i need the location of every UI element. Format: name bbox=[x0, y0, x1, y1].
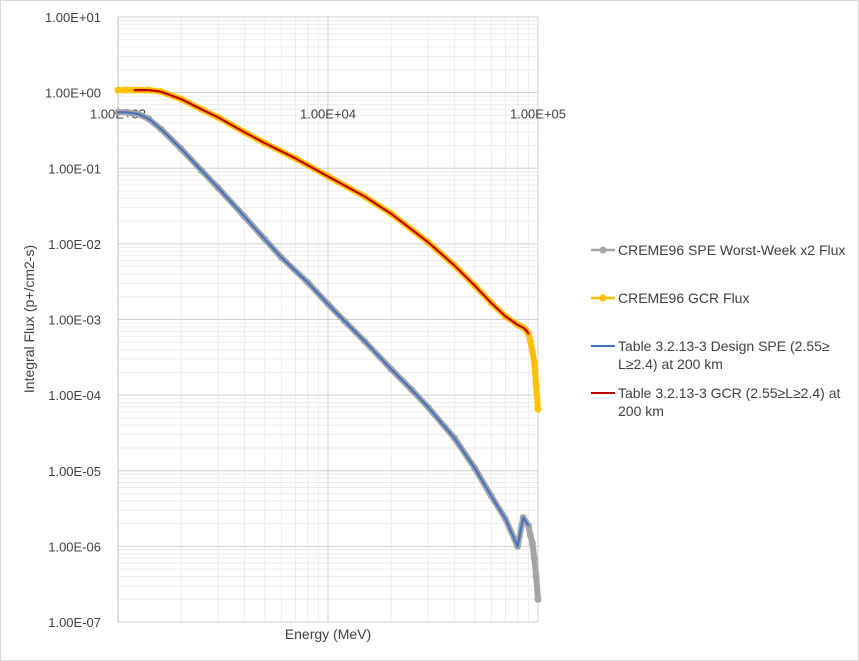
data-point bbox=[123, 86, 131, 94]
x-tick-label: 1.00E+05 bbox=[510, 107, 566, 122]
data-point bbox=[532, 572, 540, 580]
legend-label: L≥2.4) at 200 km bbox=[618, 356, 723, 372]
x-axis-tick-labels: 1.00E+031.00E+041.00E+05 bbox=[90, 107, 566, 122]
legend-item: Table 3.2.13-3 GCR (2.55≥L≥2.4) at 200 km bbox=[591, 385, 840, 419]
series-2 bbox=[116, 111, 530, 548]
y-tick-label: 1.00E-01 bbox=[48, 161, 101, 176]
data-point bbox=[528, 539, 536, 547]
series-3 bbox=[133, 89, 530, 335]
data-point bbox=[526, 531, 534, 539]
plot-area bbox=[114, 86, 542, 603]
x-tick-label: 1.00E+04 bbox=[300, 107, 356, 122]
series-line bbox=[116, 111, 530, 548]
data-point bbox=[530, 554, 538, 562]
legend-label: Table 3.2.13-3 Design SPE (2.55≥ bbox=[618, 338, 830, 354]
legend-label: 200 km bbox=[618, 403, 664, 419]
data-point bbox=[532, 383, 540, 391]
legend-item: CREME96 GCR Flux bbox=[591, 290, 749, 306]
legend-swatch-marker bbox=[599, 246, 607, 254]
data-point bbox=[526, 337, 534, 345]
y-tick-label: 1.00E-03 bbox=[48, 313, 101, 328]
data-point bbox=[114, 86, 122, 94]
y-axis-title: Integral Flux (p+/cm2-s) bbox=[21, 245, 37, 393]
legend-label: Table 3.2.13-3 GCR (2.55≥L≥2.4) at bbox=[618, 385, 840, 401]
data-point bbox=[534, 595, 542, 603]
grid bbox=[117, 16, 539, 623]
data-point bbox=[534, 405, 542, 413]
legend-item: CREME96 SPE Worst-Week x2 Flux bbox=[591, 242, 845, 258]
y-tick-label: 1.00E-04 bbox=[48, 388, 101, 403]
y-tick-label: 1.00E-06 bbox=[48, 539, 101, 554]
legend-label: CREME96 SPE Worst-Week x2 Flux bbox=[618, 242, 845, 258]
data-point bbox=[530, 359, 538, 367]
legend-item: Table 3.2.13-3 Design SPE (2.55≥ L≥2.4) a… bbox=[591, 338, 830, 372]
y-tick-label: 1.00E+01 bbox=[45, 10, 101, 25]
y-axis-tick-labels: 1.00E+01 1.00E+00 1.00E-01 1.00E-02 1.00E-03… bbox=[45, 10, 101, 630]
legend-swatch-marker bbox=[599, 294, 607, 302]
x-axis-title: Energy (MeV) bbox=[285, 626, 371, 642]
legend: CREME96 SPE Worst-Week x2 Flux CREME96 GC… bbox=[591, 242, 845, 419]
y-tick-label: 1.00E-02 bbox=[48, 237, 101, 252]
y-tick-label: 1.00E-05 bbox=[48, 464, 101, 479]
y-tick-label: 1.00E+00 bbox=[45, 86, 101, 101]
y-tick-label: 1.00E-07 bbox=[48, 615, 101, 630]
data-point bbox=[528, 347, 536, 355]
series-line bbox=[133, 89, 530, 335]
legend-label: CREME96 GCR Flux bbox=[618, 290, 749, 306]
